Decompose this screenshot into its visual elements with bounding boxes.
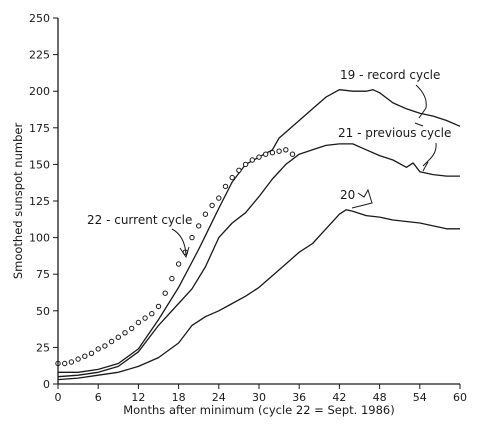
leader-cycle-22: [171, 228, 187, 256]
series-line-0: [58, 89, 461, 373]
data-point: [175, 261, 182, 267]
data-point: [129, 325, 135, 332]
data-point: [283, 147, 289, 153]
data-point: [209, 202, 215, 209]
data-point: [61, 360, 68, 367]
data-point: [229, 174, 235, 181]
label-cycle-21: 21 - previous cycle: [338, 126, 451, 140]
data-point: [149, 311, 155, 317]
x-tick-label: 36: [292, 391, 306, 404]
x-tick-label: 30: [252, 391, 266, 404]
data-point: [108, 338, 115, 345]
data-point: [75, 356, 81, 362]
y-axis-label: Smoothed sunspot number: [11, 123, 25, 280]
leader-cycle-20: [351, 188, 373, 209]
data-point: [276, 148, 282, 154]
data-point: [122, 330, 128, 336]
x-tick-label: 48: [373, 391, 387, 404]
data-point: [236, 167, 242, 174]
x-tick-label: 42: [332, 391, 346, 404]
leader-cycle-19-arrow: [414, 122, 424, 127]
data-point: [162, 290, 168, 296]
series-line-1: [57, 143, 460, 378]
x-tick-label: 24: [212, 391, 226, 404]
data-point: [216, 195, 222, 201]
data-point: [155, 303, 162, 310]
data-point: [202, 211, 209, 217]
x-tick-label: 0: [55, 391, 62, 404]
data-point: [142, 315, 148, 321]
data-point: [256, 154, 262, 160]
y-tick-label: 50: [36, 305, 50, 318]
y-tick-label: 25: [36, 341, 50, 354]
data-point: [68, 359, 75, 365]
data-point: [82, 353, 88, 359]
y-tick-label: 200: [29, 85, 50, 98]
data-point: [135, 319, 142, 326]
series-line-2: [57, 209, 460, 381]
y-ticks: 0 25 50 75 100 125 150 175 200 225 250: [29, 12, 58, 391]
y-tick-label: 225: [29, 49, 50, 62]
plot-series: [55, 89, 461, 381]
data-point: [222, 183, 229, 190]
data-point: [289, 151, 296, 157]
y-tick-label: 0: [43, 378, 50, 391]
leader-cycle-22-arrow: [179, 246, 190, 259]
data-point: [189, 234, 195, 241]
data-point: [196, 223, 202, 229]
leader-cycle-19: [415, 84, 427, 119]
data-point: [102, 343, 108, 349]
label-cycle-19: 19 - record cycle: [340, 68, 440, 82]
y-tick-label: 150: [29, 158, 50, 171]
leader-cycle-21-arrow: [422, 161, 429, 172]
x-tick-label: 6: [95, 391, 102, 404]
data-point: [88, 350, 95, 356]
y-tick-label: 100: [29, 232, 50, 245]
label-cycle-20: 20: [340, 188, 355, 202]
y-tick-label: 75: [36, 268, 50, 281]
data-point: [269, 150, 276, 156]
y-tick-label: 250: [29, 12, 50, 25]
data-point: [263, 151, 269, 157]
x-ticks: 0 6 12 18 24 30 36 42 48 54 60: [55, 384, 467, 404]
y-tick-label: 125: [29, 195, 50, 208]
data-point: [95, 346, 101, 352]
data-point: [249, 157, 256, 163]
x-tick-label: 12: [131, 391, 145, 404]
data-point: [169, 275, 175, 282]
x-axis-label: Months after minimum (cycle 22 = Sept. 1…: [123, 403, 394, 417]
data-point: [242, 161, 249, 168]
x-tick-label: 18: [172, 391, 186, 404]
x-tick-label: 60: [453, 391, 467, 404]
data-point: [115, 334, 122, 340]
y-tick-label: 175: [29, 122, 50, 135]
x-tick-label: 54: [413, 391, 427, 404]
leader-cycle-21: [422, 142, 437, 167]
label-cycle-22: 22 - current cycle: [87, 213, 192, 227]
